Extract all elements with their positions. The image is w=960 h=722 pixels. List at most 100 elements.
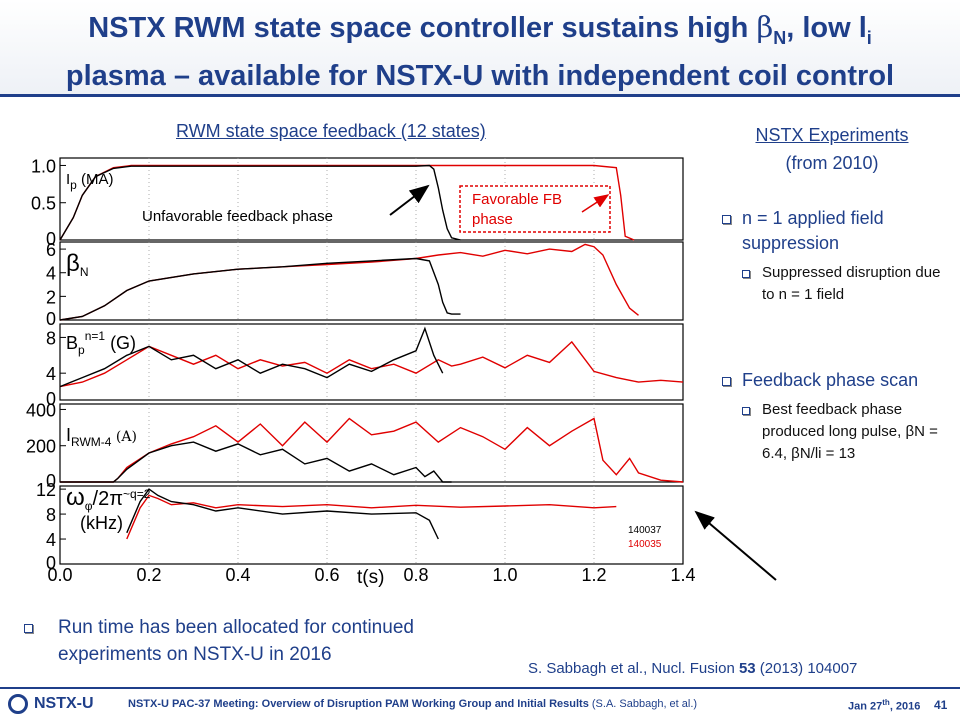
panel-label-omega: ωφ/2π~q=2 — [66, 484, 151, 513]
panel-frame — [59, 403, 684, 483]
y-tick-label: 2 — [46, 287, 56, 307]
sub-bullet-item: Best feedback phase produced long pulse,… — [742, 399, 954, 465]
sub-bullet-item: Suppressed disruption due to n = 1 field — [742, 262, 954, 306]
unfavorable-annotation: Unfavorable feedback phase — [142, 184, 430, 225]
legend-140035: 140035 — [628, 539, 662, 550]
experiments-heading-line1: NSTX Experiments — [755, 125, 909, 145]
label-sub: p — [70, 178, 77, 192]
square-bullet-icon — [722, 377, 731, 386]
experiments-heading: NSTX Experiments (from 2010) — [712, 121, 952, 177]
title-text-1: NSTX RWM state space controller sustains… — [88, 12, 757, 44]
favorable-annotation: Favorable FB phase — [459, 185, 611, 233]
arrow-icon — [694, 510, 777, 581]
y-tick-label: 4 — [46, 530, 56, 550]
label-unit: (A) — [111, 429, 136, 445]
x-tick-label: 0.2 — [136, 565, 161, 585]
title-text-2: , low l — [786, 12, 867, 44]
footer-authors: (S.A. Sabbagh, et al.) — [591, 698, 698, 710]
y-tick-label: 0 — [46, 309, 56, 329]
title-bar: NSTX RWM state space controller sustains… — [0, 0, 960, 94]
panel-betaN: 6 4 20 βN — [46, 240, 684, 329]
y-tick-label: 0 — [46, 389, 56, 409]
y-tick-label: 0 — [46, 553, 56, 573]
y-tick-label: 0.5 — [31, 194, 56, 214]
footer-date-sup: th — [882, 698, 890, 707]
label-unit: (G) — [105, 333, 136, 353]
bullet-text: Feedback phase scan — [742, 370, 919, 390]
y-tick-label: 0 — [46, 471, 56, 491]
reference-volume: 53 — [738, 660, 756, 677]
label-sup: n=1 — [85, 329, 106, 343]
panel-bp: 8 4 0 Bpn=1 (G) — [46, 323, 684, 410]
bullet-list: n = 1 applied field suppression Suppress… — [722, 206, 954, 465]
x-axis: 0.0 0.2 0.4 0.6 0.8 1.0 1.2 1.4 — [47, 565, 695, 585]
series-140037 — [126, 488, 439, 540]
experiments-heading-line2: (from 2010) — [785, 153, 879, 173]
favorable-label-line2: phase — [472, 211, 513, 228]
panel-frame — [59, 241, 684, 321]
footer: NSTX-U NSTX-U PAC-37 Meeting: Overview o… — [0, 687, 960, 722]
series-140037 — [60, 441, 452, 483]
y-tick-label: 1.0 — [31, 156, 56, 176]
footer-meeting: NSTX-U PAC-37 Meeting: Overview of Disru… — [128, 698, 697, 710]
bullet-text: n = 1 applied field suppression — [742, 208, 884, 253]
title-beta: β — [756, 10, 774, 44]
label-sub: N — [80, 265, 89, 279]
label-main: B — [66, 333, 78, 353]
note-bullet: Run time has been allocated for continue… — [22, 614, 522, 668]
arrow-icon — [581, 194, 610, 213]
unfavorable-label: Unfavorable feedback phase — [142, 208, 333, 225]
panel-label-irwm: IRWM-4 (A) — [66, 425, 137, 449]
title-text-line2: plasma – available for NSTX-U with indep… — [65, 59, 895, 92]
footer-date-pre: Jan 27 — [848, 700, 883, 713]
y-tick-label: 8 — [46, 505, 56, 525]
panel-irwm: 400 200 0 IRWM-4 (A) — [26, 400, 684, 491]
legend-140037: 140037 — [628, 525, 662, 536]
panel-frame — [59, 485, 684, 565]
panel-omega: 12 8 4 0 ωφ/2π~q=2(kHz) — [36, 480, 684, 573]
y-tick-label: 4 — [46, 264, 56, 284]
label-main: β — [66, 250, 80, 277]
label-main: I — [66, 171, 70, 188]
logo-text: NSTX-U — [34, 695, 94, 712]
bullet-item: n = 1 applied field suppression — [722, 206, 954, 256]
y-tick-label: 8 — [46, 328, 56, 348]
label-main: I — [66, 425, 71, 445]
sub-bullet-text: Best feedback phase produced long pulse,… — [762, 401, 938, 462]
panel-label-ip: Ip (MA) — [66, 171, 114, 192]
label-rest: /2π — [93, 488, 123, 510]
x-axis-label: t(s) — [357, 567, 384, 588]
reference-pre: S. Sabbagh et al., Nucl. Fusion — [528, 660, 739, 677]
y-tick-label: 12 — [36, 480, 56, 500]
legend: 140037 140035 — [628, 525, 662, 550]
panel-heading: RWM state space feedback (12 states) — [176, 121, 486, 141]
square-bullet-icon — [722, 215, 731, 224]
x-tick-label: 1.2 — [581, 565, 606, 585]
square-bullet-icon — [742, 407, 750, 415]
bullet-item: Feedback phase scan — [722, 368, 954, 393]
panel-frame — [59, 323, 684, 401]
arrow-icon — [389, 184, 430, 216]
reference: S. Sabbagh et al., Nucl. Fusion 53 (2013… — [528, 660, 857, 677]
footer-date-post: , 2016 — [889, 700, 921, 713]
nstx-u-logo: NSTX-U — [6, 691, 116, 719]
x-tick-label: 0.6 — [314, 565, 339, 585]
x-tick-label: 0.8 — [403, 565, 428, 585]
reference-post: (2013) 104007 — [755, 660, 858, 677]
label-sub: RWM-4 — [71, 435, 112, 449]
logo-ring-icon — [8, 694, 28, 714]
favorable-label-line1: Favorable FB — [472, 191, 562, 208]
panel-label-bp: Bpn=1 (G) — [66, 329, 136, 357]
y-tick-label: 0 — [46, 229, 56, 249]
x-tick-label: 0.4 — [225, 565, 250, 585]
series-140035 — [60, 417, 684, 483]
series-140035 — [126, 494, 617, 540]
run-time-note: Run time has been allocated for continue… — [22, 614, 522, 668]
title-rule — [0, 94, 960, 97]
x-tick-label: 1.0 — [492, 565, 517, 585]
slide-title: NSTX RWM state space controller sustains… — [0, 0, 960, 95]
y-tick-label: 200 — [26, 437, 56, 457]
